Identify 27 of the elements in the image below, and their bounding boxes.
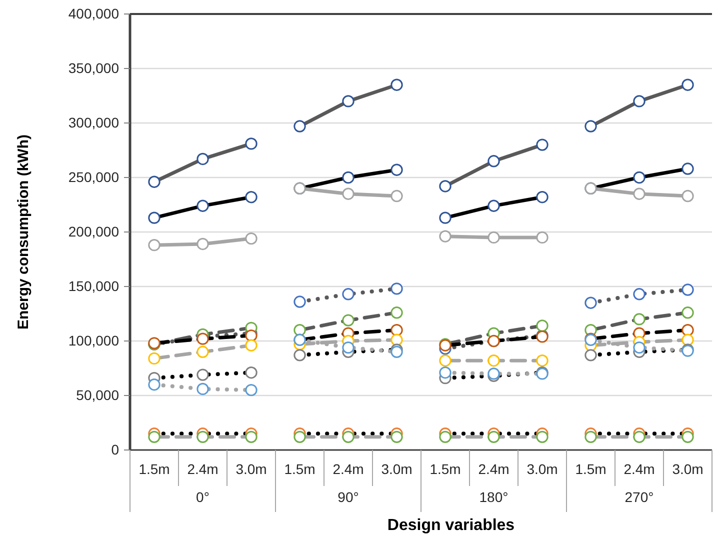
x-tick-label: 1.5m: [575, 461, 606, 477]
x-tick-label: 1.5m: [430, 461, 461, 477]
x-tick-label: 3.0m: [526, 461, 558, 477]
x-axis-title: 270°: [624, 489, 654, 505]
x-tick-label: 2.4m: [624, 461, 655, 477]
text: Design variables: [387, 517, 515, 534]
x-tick-label: 2.4m: [332, 461, 364, 477]
x-tick-label: 1.5m: [138, 461, 170, 477]
x-tick-label: 3.0m: [672, 461, 704, 477]
x-tick-label: 1.5m: [284, 461, 316, 477]
y-tick-label: 0: [111, 441, 120, 458]
y-axis-title: Energy consumption (kWh): [15, 134, 32, 330]
x-tick-label: 2.4m: [187, 461, 218, 477]
y-tick-label: 350,000: [68, 60, 120, 76]
x-axis-title: 180°: [479, 489, 508, 505]
y-tick-label: 150,000: [68, 278, 120, 294]
y-tick-label: 400,000: [68, 5, 120, 22]
y-tick-label: 200,000: [68, 223, 120, 240]
x-tick-label: 3.0m: [236, 461, 267, 477]
x-axis-title: 0°: [196, 489, 210, 505]
x-tick-label: 3.0m: [381, 461, 412, 477]
y-tick-label: 250,000: [68, 168, 120, 185]
y-tick-label: 50,000: [76, 386, 120, 403]
y-tick-label: 300,000: [68, 114, 120, 130]
x-tick-label: 2.4m: [478, 461, 510, 477]
y-tick-label: 100,000: [68, 332, 120, 348]
x-axis-title: 90°: [338, 489, 359, 505]
